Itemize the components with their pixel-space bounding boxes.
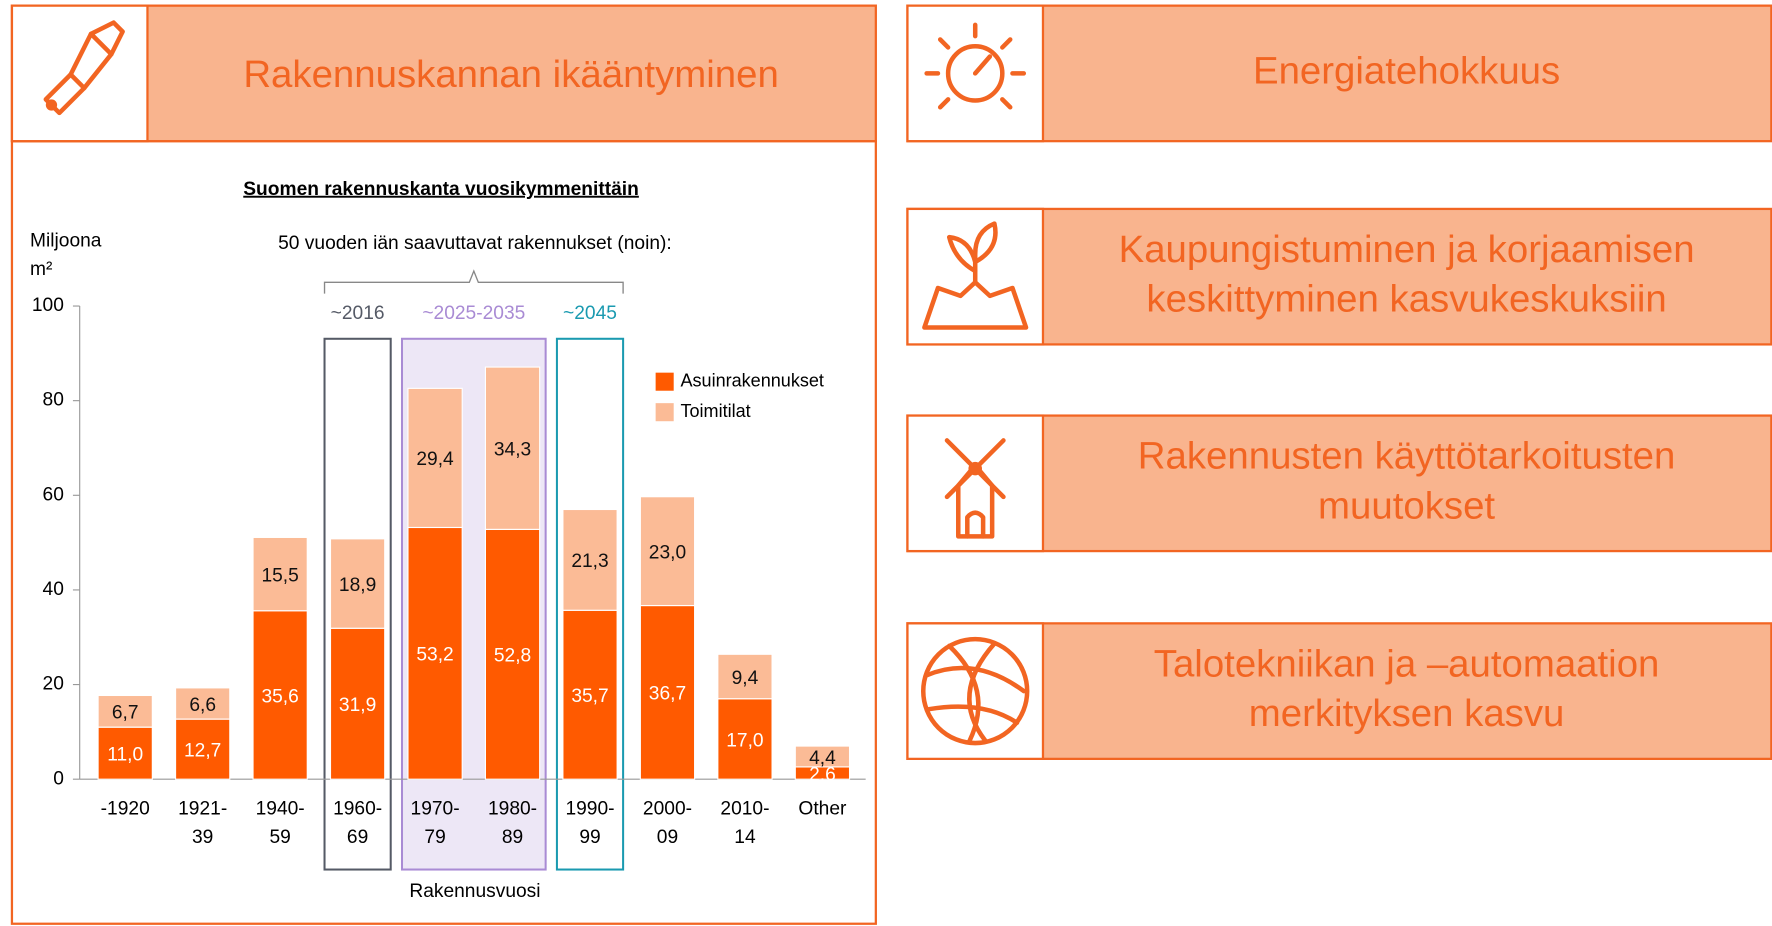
y-axis-label: m² (30, 259, 53, 280)
panel-title: Energiatehokkuus (1253, 50, 1560, 93)
plant-icon (922, 221, 1029, 330)
legend-label: Toimitilat (680, 401, 750, 421)
dial-icon (924, 22, 1027, 110)
value-label: 34,3 (494, 440, 531, 461)
icon-box (906, 414, 1045, 553)
value-label: 4,4 (809, 748, 836, 769)
panel-header (906, 4, 1772, 143)
x-tick-label: 1990-99 (565, 799, 614, 848)
bar-segment (794, 745, 851, 768)
bar-segment (562, 508, 618, 611)
value-label: 35,6 (261, 686, 298, 707)
group-box (323, 337, 392, 871)
group-box (555, 337, 625, 871)
x-tick-label: -1920 (101, 799, 150, 820)
legend-swatch (655, 372, 674, 391)
x-axis-label: Rakennusvuosi (409, 881, 540, 902)
value-label: 29,4 (416, 449, 454, 470)
value-label: 31,9 (339, 695, 376, 716)
group-label: ~2016 (331, 303, 385, 324)
brush-icon (43, 20, 125, 116)
annotation: 50 vuoden iän saavuttavat rakennukset (n… (278, 233, 672, 254)
bar-segment (407, 387, 463, 529)
value-label: 35,7 (571, 686, 608, 707)
x-tick-label: Other (798, 799, 847, 820)
panel-title: Rakennuskannan ikääntyminen (243, 53, 778, 96)
windmill-icon (944, 438, 1006, 539)
x-tick-label: 1940-59 (256, 799, 305, 848)
y-tick-label: 60 (43, 484, 64, 505)
bar-segment (329, 627, 386, 780)
value-label: 6,7 (112, 703, 139, 724)
panel-title: merkityksen kasvu (1249, 692, 1565, 735)
y-tick-label: 80 (43, 390, 64, 411)
value-label: 23,0 (649, 542, 686, 563)
value-label: 12,7 (184, 740, 221, 761)
panel-title: Kaupungistuminen ja korjaamisen (1119, 228, 1695, 271)
value-label: 6,6 (189, 695, 216, 716)
x-tick-label: 1980-89 (488, 799, 537, 848)
icon-box (10, 4, 149, 143)
bar-segment (175, 718, 231, 780)
panel-title: Talotekniikan ja –automaation (1154, 642, 1660, 685)
bracket (323, 269, 624, 294)
bar-segment (175, 687, 231, 720)
value-label: 15,5 (261, 565, 298, 586)
bar-segment (97, 726, 153, 780)
value-label: 9,4 (732, 668, 759, 689)
bar-segment (484, 366, 541, 530)
bar-segment (252, 610, 308, 780)
value-label: 53,2 (416, 645, 453, 666)
value-label: 52,8 (494, 646, 531, 667)
y-tick-label: 0 (53, 768, 64, 789)
x-tick-label: 1960-69 (333, 799, 382, 848)
bar-segment (252, 536, 308, 612)
panel-header (906, 414, 1772, 553)
legend-label: Asuinrakennukset (680, 370, 823, 390)
value-label: 36,7 (649, 684, 686, 705)
y-tick-label: 100 (32, 295, 64, 316)
bar-segment (97, 694, 153, 728)
x-tick-label: 2000-09 (643, 799, 692, 848)
bar-segment (639, 496, 696, 607)
panel-title: muutokset (1318, 484, 1495, 527)
bar-segment (407, 526, 463, 780)
bar-segment (717, 653, 773, 700)
group-label: ~2045 (563, 303, 617, 324)
x-tick-label: 1921-39 (178, 799, 227, 848)
value-label: 17,0 (726, 730, 763, 751)
panel-header (10, 4, 877, 143)
x-tick-label: 1970-79 (411, 799, 460, 848)
panel-title: Rakennusten käyttötarkoitusten (1138, 435, 1676, 478)
y-axis-label: Miljoona (30, 231, 102, 252)
y-tick-label: 40 (43, 579, 64, 600)
right-panels: Energiatehokkuus Kaupungistuminen ja korj… (906, 4, 1772, 760)
y-tick-label: 20 (43, 674, 64, 695)
legend-swatch (655, 403, 674, 422)
bar-segment (639, 604, 696, 780)
chart-title: Suomen rakennuskanta vuosikymmenittäin (243, 179, 639, 200)
bar-segment (484, 528, 541, 780)
panel-title: keskittyminen kasvukeskuksiin (1146, 278, 1666, 321)
globe-icon (921, 636, 1030, 746)
value-label: 18,9 (339, 575, 376, 596)
value-label: 21,3 (571, 551, 608, 572)
group-label: ~2025-2035 (422, 303, 525, 324)
value-label: 2,6 (809, 764, 836, 785)
panel-header (906, 207, 1772, 346)
bar-segment (329, 538, 386, 629)
x-tick-label: 2010-14 (720, 799, 769, 848)
value-label: 11,0 (107, 744, 143, 765)
bar-segment (562, 609, 618, 780)
